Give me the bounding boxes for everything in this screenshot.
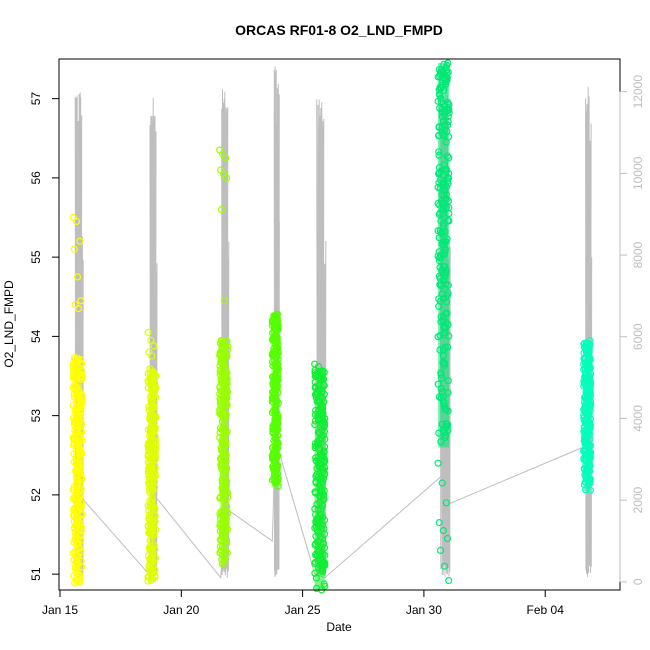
data-point bbox=[436, 546, 445, 555]
y-tick-label: 57 bbox=[29, 92, 43, 106]
data-point bbox=[76, 237, 84, 245]
y2-tick-label: 4000 bbox=[631, 405, 645, 432]
data-point bbox=[434, 459, 442, 467]
y2-tick-label: 10000 bbox=[631, 156, 645, 190]
y-tick-label: 55 bbox=[29, 250, 43, 264]
series-RF07 bbox=[579, 337, 595, 494]
series-RF06 bbox=[434, 59, 453, 585]
data-point bbox=[222, 154, 230, 162]
data-point-band bbox=[73, 356, 83, 586]
x-axis: Jan 15 Jan 20 Jan 25 Jan 30 Feb 04 bbox=[42, 589, 565, 617]
data-point bbox=[438, 479, 446, 487]
data-point-band bbox=[314, 368, 325, 590]
points-layer bbox=[69, 59, 595, 594]
x-tick-label: Jan 20 bbox=[163, 603, 199, 617]
y2-tick-label: 2000 bbox=[631, 486, 645, 513]
data-point-band bbox=[219, 340, 228, 567]
data-point-band bbox=[438, 63, 450, 448]
series-RF03 bbox=[216, 146, 232, 568]
data-point bbox=[439, 526, 447, 535]
series-RF04 bbox=[268, 310, 282, 490]
data-point bbox=[217, 206, 226, 214]
x-tick-label: Jan 25 bbox=[285, 603, 321, 617]
series-RF02 bbox=[144, 328, 160, 585]
data-point bbox=[144, 328, 152, 336]
data-point bbox=[73, 273, 82, 281]
x-tick-label: Jan 15 bbox=[42, 603, 78, 617]
data-point bbox=[151, 554, 159, 562]
y2-tick-label: 6000 bbox=[631, 323, 645, 350]
data-point bbox=[74, 305, 83, 313]
data-point bbox=[223, 388, 232, 396]
data-point bbox=[78, 511, 86, 519]
y2-tick-label: 12000 bbox=[631, 75, 645, 109]
y2-tick-label: 0 bbox=[631, 578, 645, 585]
secondary-y-axis: 0 2000 4000 6000 8000 10000 12000 bbox=[619, 75, 645, 585]
y-tick-label: 52 bbox=[29, 488, 43, 502]
chart-title: ORCAS RF01-8 O2_LND_FMPD bbox=[235, 22, 443, 38]
data-point bbox=[148, 352, 156, 360]
x-axis-title: Date bbox=[326, 620, 352, 634]
data-point bbox=[443, 534, 452, 543]
y-tick-label: 53 bbox=[29, 409, 43, 423]
data-point bbox=[314, 362, 323, 371]
data-point bbox=[220, 297, 229, 305]
y-tick-label: 51 bbox=[29, 567, 43, 581]
data-point-band bbox=[148, 368, 157, 583]
data-point-band bbox=[583, 340, 591, 491]
data-point bbox=[435, 518, 443, 527]
x-tick-label: Jan 30 bbox=[406, 603, 442, 617]
data-point bbox=[441, 562, 449, 570]
plot-frame bbox=[58, 58, 621, 591]
data-point bbox=[150, 342, 158, 350]
data-point bbox=[316, 475, 324, 483]
y-axis: 51 52 53 54 55 56 57 bbox=[29, 92, 60, 581]
y-tick-label: 54 bbox=[29, 329, 43, 343]
data-point bbox=[77, 297, 85, 305]
data-point bbox=[223, 174, 231, 182]
data-point bbox=[442, 499, 450, 507]
data-point bbox=[72, 217, 81, 226]
data-point bbox=[72, 513, 80, 521]
data-point bbox=[445, 576, 453, 585]
data-point-band bbox=[272, 312, 279, 487]
y-tick-label: 56 bbox=[29, 171, 43, 185]
data-point bbox=[147, 336, 155, 344]
x-tick-label: Feb 04 bbox=[527, 603, 565, 617]
series-RF05 bbox=[311, 360, 329, 594]
data-point bbox=[70, 245, 78, 253]
data-point bbox=[312, 384, 320, 392]
data-point bbox=[318, 376, 326, 384]
y-axis-title: O2_LND_FMPD bbox=[2, 280, 16, 368]
y2-tick-label: 8000 bbox=[631, 241, 645, 268]
series-RF01 bbox=[69, 213, 86, 587]
